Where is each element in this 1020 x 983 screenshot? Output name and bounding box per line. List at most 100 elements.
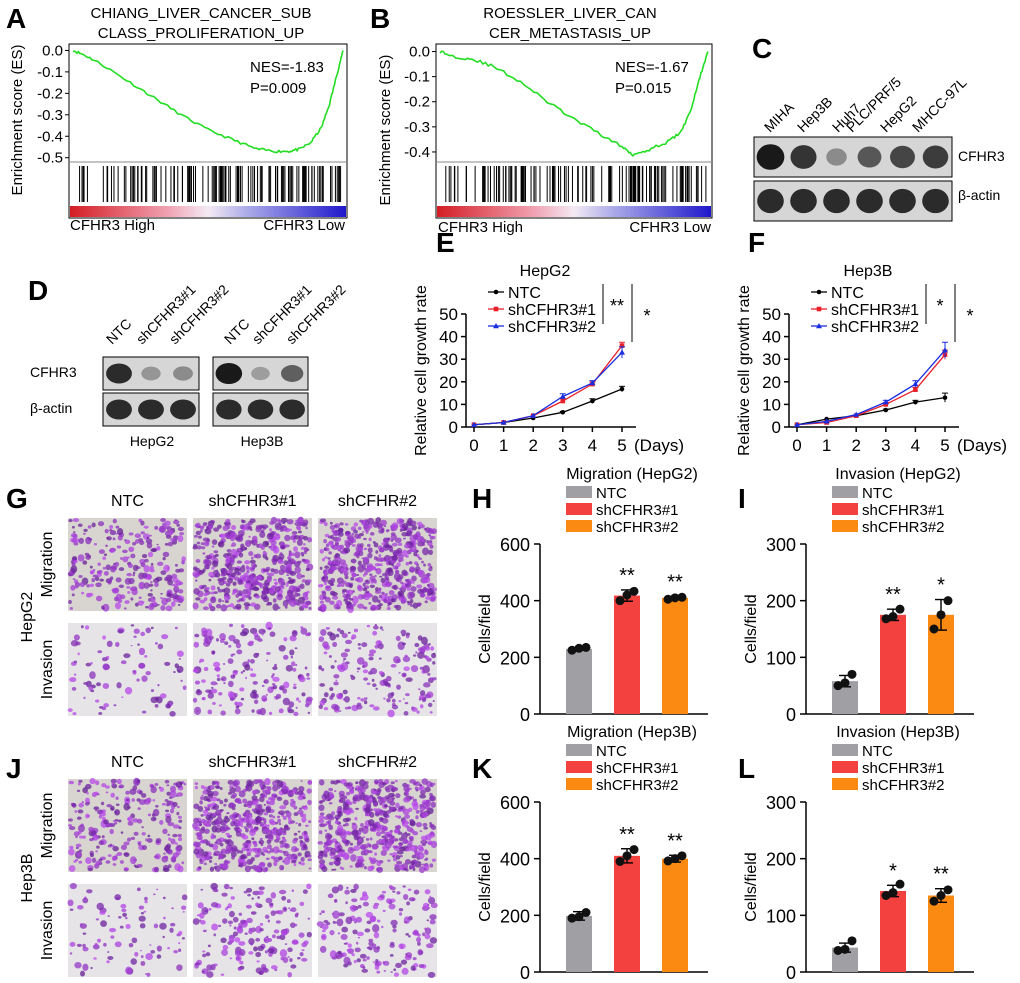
micro-G-cell: [400, 629, 407, 635]
micro-J-cell: [127, 816, 133, 822]
micro-G-cell: [78, 575, 83, 578]
micro-G-cell: [206, 526, 210, 530]
micro-G-cell: [427, 529, 435, 535]
micro-G-cell: [365, 530, 369, 534]
micro-J-cell: [111, 782, 115, 786]
micro-G-cell: [195, 579, 198, 582]
micro-J-cell: [341, 837, 347, 843]
micro-J-cell: [162, 935, 165, 939]
micro-G-col-label: shCFHR#2: [338, 493, 417, 510]
gsea-a-xlabel-low: CFHR3 Low: [263, 217, 345, 234]
micro-J-cell: [283, 830, 287, 834]
micro-G-cell: [297, 516, 304, 524]
micro-J-cell: [112, 819, 116, 823]
micro-G-cell: [72, 518, 80, 523]
micro-G-cell: [226, 563, 233, 570]
micro-G-cell: [293, 535, 301, 540]
micro-G-cell: [221, 600, 225, 602]
micro-G-cell: [307, 711, 311, 714]
micro-J-cell: [366, 956, 370, 960]
micro-J-cell: [295, 912, 299, 916]
gsea-B-ranked-heatmap: [437, 206, 711, 217]
micro-J-cell: [110, 805, 115, 811]
micro-J-cell: [227, 779, 234, 785]
micro-J-cell: [323, 847, 331, 853]
micro-G-cell: [195, 597, 201, 601]
micro-J-cell: [321, 923, 329, 930]
bar-I-legend-label: NTC: [862, 485, 893, 502]
micro-G-cell: [229, 603, 235, 608]
micro-G-cell: [400, 581, 404, 585]
line-E-point: [471, 421, 477, 427]
micro-G-cell: [226, 573, 231, 576]
micro-G-cell: [195, 530, 201, 536]
micro-G-cell: [96, 682, 102, 687]
micro-J-cell: [301, 949, 305, 952]
micro-G-cell: [431, 653, 437, 659]
micro-J-cell: [114, 941, 122, 948]
micro-J-cell: [358, 838, 362, 843]
micro-G-cell: [305, 567, 310, 572]
micro-G-cell: [89, 537, 93, 541]
micro-J-cell: [405, 849, 410, 852]
micro-J-cell: [256, 798, 260, 802]
micro-J-cell: [272, 846, 280, 854]
bar-H-ylabel: Cells/field: [477, 594, 494, 663]
micro-G-cell: [249, 559, 256, 564]
micro-J-cell: [210, 796, 218, 802]
micro-G-cell: [232, 581, 237, 586]
micro-G-cell: [425, 645, 430, 651]
micro-G-cell: [278, 578, 285, 586]
micro-G-cell: [269, 631, 276, 637]
line-F-xtick-label: 4: [911, 436, 920, 455]
micro-J-cell: [270, 910, 276, 916]
micro-J-cell: [183, 783, 187, 786]
micro-G-cell: [319, 683, 326, 687]
micro-J-cell: [161, 802, 167, 806]
line-F-legend-marker: [816, 323, 822, 329]
micro-G-cell: [113, 704, 117, 707]
micro-G-cell: [411, 524, 417, 531]
micro-J-cell: [214, 785, 220, 789]
micro-G-cell: [98, 712, 103, 715]
line-F-point: [823, 418, 830, 424]
micro-J-cell: [114, 818, 119, 822]
micro-G-cell: [325, 585, 332, 592]
micro-G-cell: [174, 626, 178, 630]
micro-J-cell: [259, 824, 264, 827]
micro-J-cell: [255, 902, 260, 907]
micro-J-cell: [86, 889, 93, 894]
micro-J-cell: [351, 829, 359, 837]
micro-G-cell: [68, 518, 73, 523]
micro-G-cell: [167, 579, 174, 586]
micro-J-cell: [182, 911, 185, 913]
line-F-series-1: [796, 354, 946, 426]
micro-J-cell: [107, 915, 111, 917]
micro-J-cell: [328, 802, 333, 805]
micro-G-cell: [383, 537, 389, 543]
micro-J-cell: [111, 844, 115, 848]
micro-G-cell: [102, 603, 110, 612]
micro-J-cell: [271, 934, 276, 939]
micro-G-cell: [340, 583, 345, 588]
micro-G-cell: [361, 642, 368, 648]
micro-J-cell: [361, 792, 364, 795]
line-E-series-2: [473, 351, 623, 426]
line-F-ytick-label: 30: [762, 350, 781, 369]
micro-G-cell: [338, 527, 344, 533]
micro-J-cell: [258, 886, 265, 891]
micro-J-cell: [293, 832, 298, 836]
micro-G-cell: [211, 596, 216, 600]
micro-G-cell: [332, 595, 339, 600]
micro-J-cell: [408, 897, 416, 902]
micro-G-cell: [378, 603, 383, 607]
micro-J-cell: [364, 928, 371, 933]
micro-J-cell: [288, 820, 293, 825]
micro-J-cell: [328, 824, 334, 831]
micro-G-cell: [343, 570, 349, 576]
micro-G-cell: [193, 641, 200, 648]
line-E-point: [560, 398, 566, 404]
micro-J-cell: [245, 904, 252, 909]
micro-G-cell: [410, 581, 415, 584]
micro-J-cell: [293, 863, 297, 867]
